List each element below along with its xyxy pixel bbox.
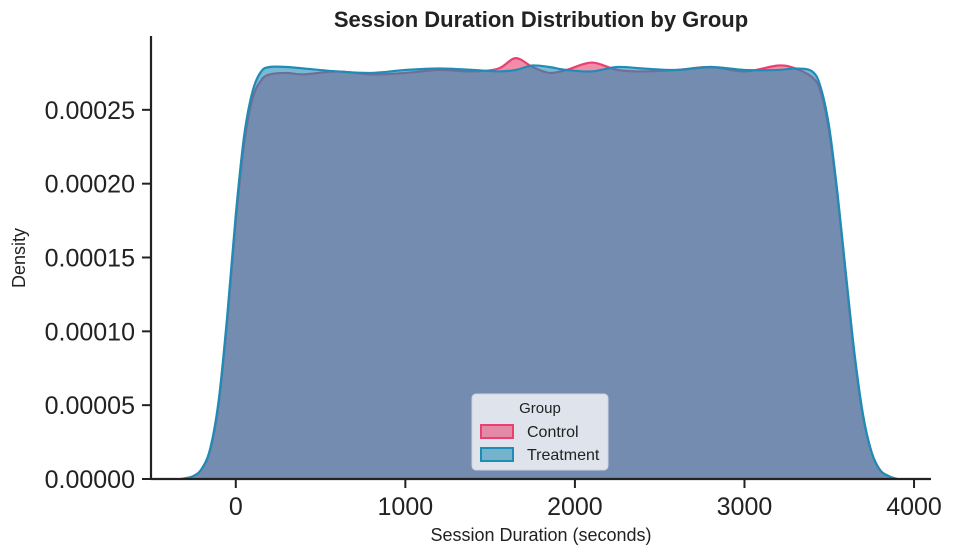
legend-label-treatment: Treatment — [527, 447, 600, 464]
legend: Group Control Treatment — [471, 393, 609, 471]
y-tick-label: 0.00020 — [45, 171, 135, 199]
legend-swatch-treatment — [480, 447, 514, 462]
y-tick-label: 0.00000 — [45, 466, 135, 494]
x-tick-label: 1000 — [378, 493, 434, 521]
x-tick-label: 3000 — [717, 493, 773, 521]
y-axis-title: Density — [9, 228, 29, 288]
density-areas — [181, 57, 898, 481]
legend-title: Group — [519, 400, 561, 417]
density-area-treatment — [181, 65, 898, 479]
x-tick-label: 4000 — [886, 493, 942, 521]
legend-label-control: Control — [527, 424, 579, 441]
axes: 0 1000 2000 3000 4000 0.00000 0.00005 0.00010 0.… — [45, 36, 942, 521]
y-tick-label: 0.00015 — [45, 245, 135, 273]
legend-swatch-control — [480, 424, 514, 439]
chart-title: Session Duration Distribution by Group — [334, 7, 748, 32]
density-line-treatment — [181, 64, 898, 481]
y-tick-label: 0.00010 — [45, 318, 135, 346]
y-tick-label: 0.00005 — [45, 392, 135, 420]
x-axis-title: Session Duration (seconds) — [430, 525, 651, 545]
y-tick-label: 0.00025 — [45, 97, 135, 125]
x-tick-label: 2000 — [547, 493, 603, 521]
x-tick-label: 0 — [229, 493, 243, 521]
